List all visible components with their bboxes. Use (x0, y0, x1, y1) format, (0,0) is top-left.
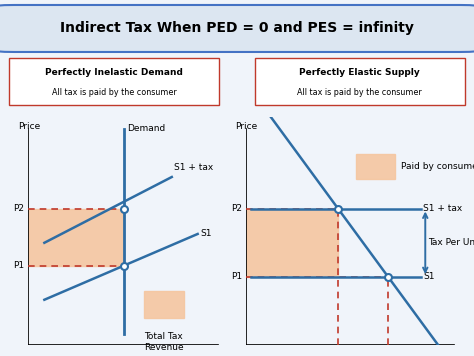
FancyBboxPatch shape (255, 58, 465, 105)
FancyBboxPatch shape (9, 58, 219, 105)
Text: All tax is paid by the consumer: All tax is paid by the consumer (298, 88, 422, 97)
Text: Revenue: Revenue (144, 343, 183, 352)
FancyBboxPatch shape (0, 5, 474, 52)
Text: Price: Price (236, 122, 258, 131)
Text: S1: S1 (423, 272, 435, 282)
Text: Price: Price (18, 122, 41, 131)
Text: P2: P2 (231, 204, 242, 213)
Bar (144, 290, 184, 318)
Text: Total Tax: Total Tax (145, 332, 183, 341)
Text: Perfectly Elastic Supply: Perfectly Elastic Supply (300, 68, 420, 77)
Text: P1: P1 (13, 261, 25, 270)
Bar (356, 154, 395, 179)
Text: Perfectly Inelastic Demand: Perfectly Inelastic Demand (45, 68, 183, 77)
Text: S1 + tax: S1 + tax (174, 163, 213, 172)
Text: All tax is paid by the consumer: All tax is paid by the consumer (52, 88, 176, 97)
Text: Indirect Tax When PED = 0 and PES = infinity: Indirect Tax When PED = 0 and PES = infi… (60, 21, 414, 36)
Text: Paid by consumer: Paid by consumer (401, 162, 474, 171)
Text: S1 + tax: S1 + tax (423, 204, 462, 213)
Text: P1: P1 (231, 272, 242, 282)
Text: Demand: Demand (127, 124, 165, 133)
Text: S1: S1 (201, 230, 212, 239)
Text: Tax Per Unit: Tax Per Unit (428, 238, 474, 247)
Text: P2: P2 (13, 204, 25, 213)
